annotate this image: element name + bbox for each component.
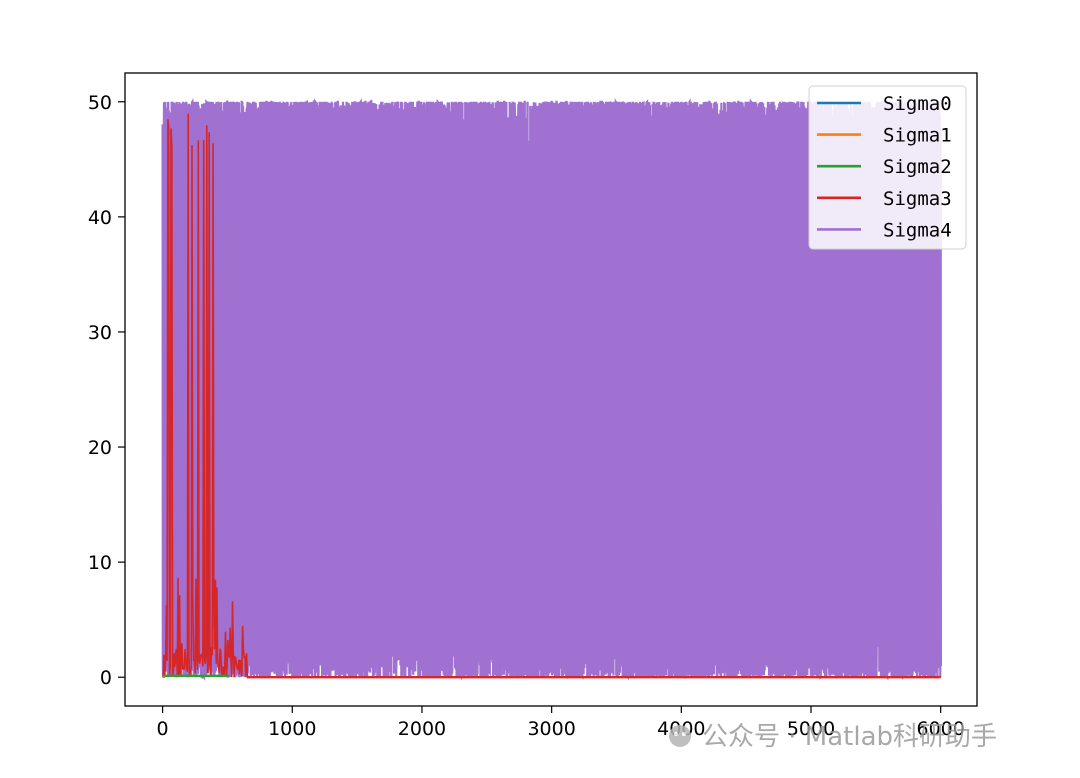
wechat-icon-eye	[674, 732, 678, 736]
y-tick-label: 40	[88, 207, 112, 229]
y-tick-label: 20	[88, 437, 112, 459]
y-tick-label: 50	[88, 92, 112, 114]
wechat-icon	[669, 725, 691, 747]
x-tick-label: 0	[157, 718, 169, 740]
x-tick-label: 3000	[527, 718, 575, 740]
legend-label: Sigma4	[883, 219, 952, 241]
x-tick-label: 6000	[917, 718, 965, 740]
legend-label: Sigma1	[883, 125, 952, 147]
y-axis: 0 10 20 30 40 50	[88, 92, 125, 689]
x-tick-label: 5000	[787, 718, 835, 740]
legend-label: Sigma2	[883, 156, 952, 178]
legend-label: Sigma3	[883, 188, 952, 210]
y-tick-label: 0	[100, 667, 112, 689]
watermark: 公众号 · Matlab科研助手	[669, 722, 997, 752]
x-tick-label: 2000	[398, 718, 446, 740]
legend-label: Sigma0	[883, 93, 952, 115]
y-tick-label: 10	[88, 552, 112, 574]
series-line-sigma2	[162, 674, 230, 679]
wechat-icon-eye	[682, 732, 686, 736]
watermark-text: 公众号 · Matlab科研助手	[702, 722, 997, 752]
y-tick-label: 30	[88, 322, 112, 344]
legend: Sigma0 Sigma1 Sigma2 Sigma3 Sigma4	[808, 85, 967, 250]
plot-frame	[124, 72, 978, 707]
x-tick-label: 1000	[268, 718, 316, 740]
legend-box	[808, 85, 967, 250]
series-line-sigma3	[161, 113, 941, 678]
